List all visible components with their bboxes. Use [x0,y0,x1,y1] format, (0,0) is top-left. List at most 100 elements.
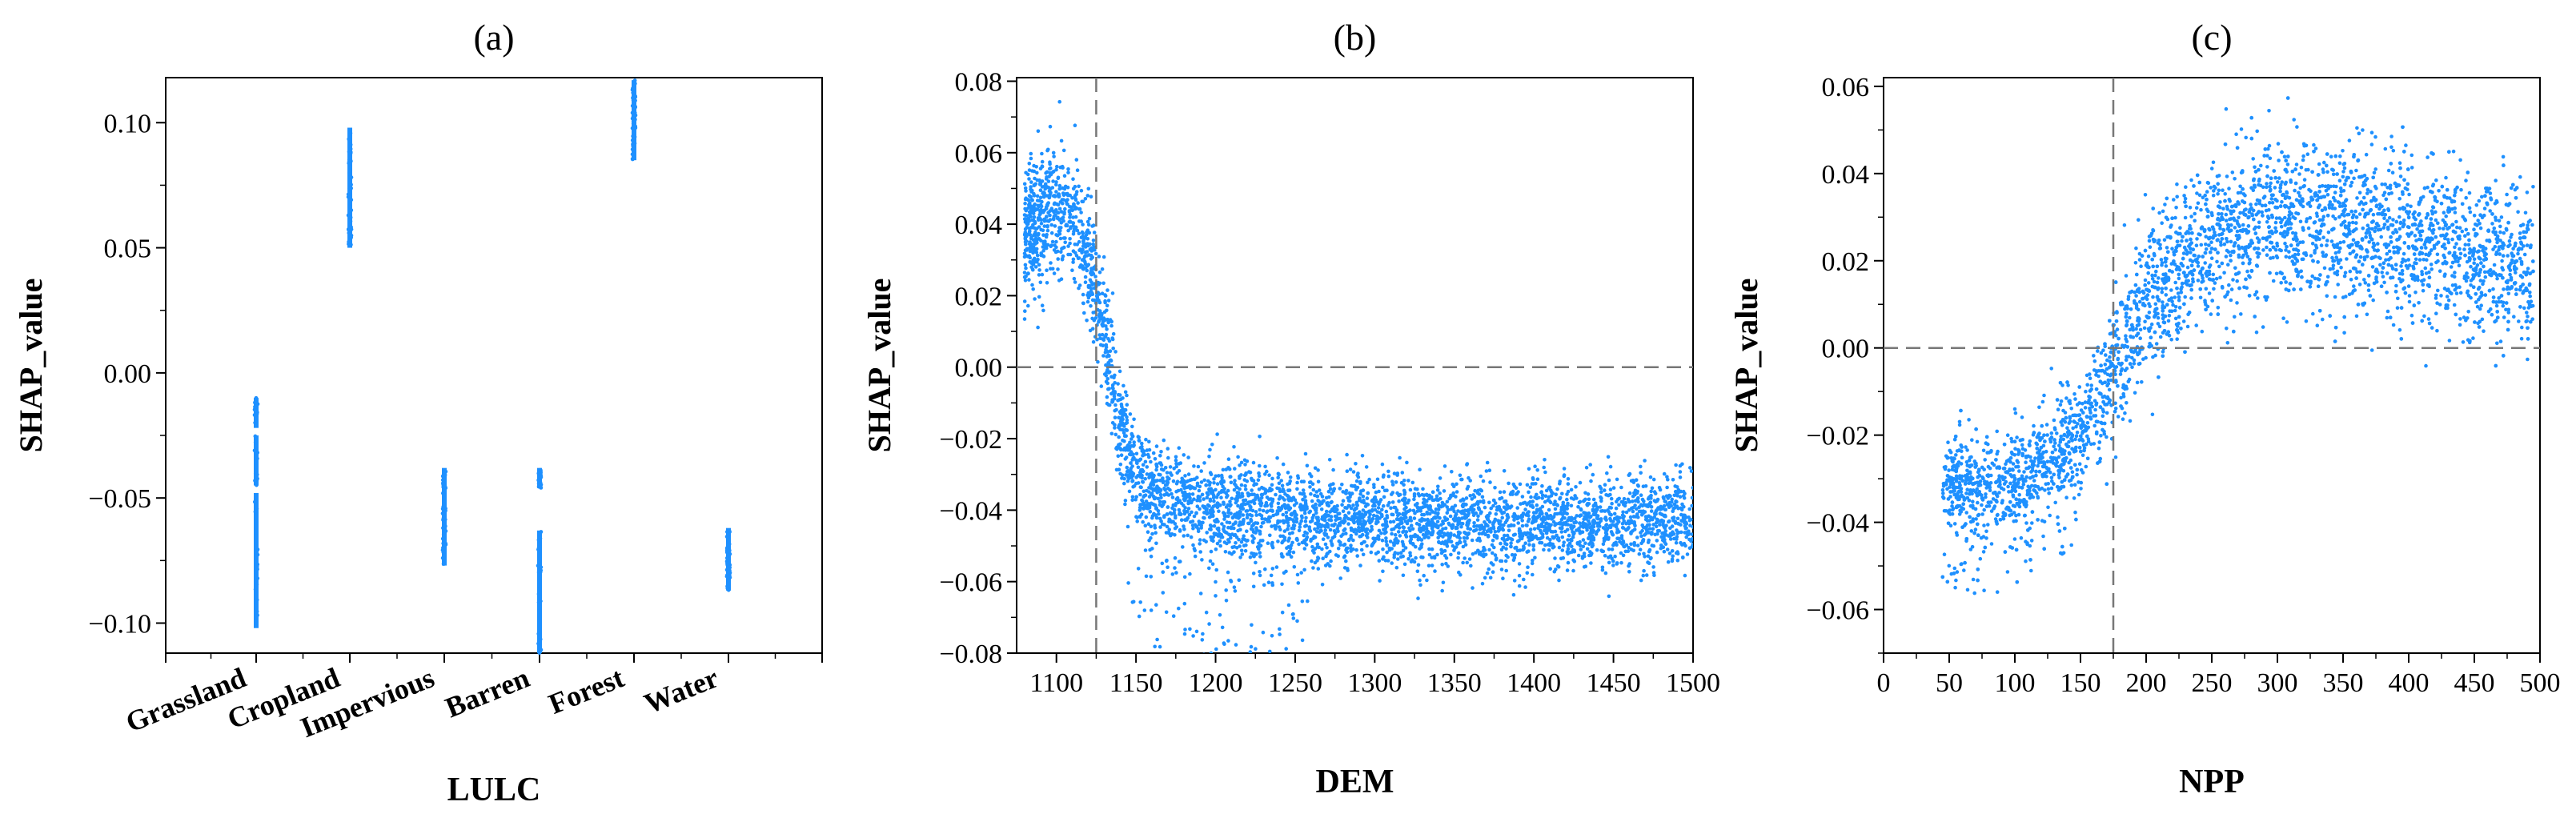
data-point [1219,482,1224,486]
data-point [1670,524,1675,528]
data-point [1222,511,1226,515]
data-point [1029,156,1033,161]
data-point [1608,525,1613,530]
data-point [1531,515,1535,519]
data-point [1667,505,1671,509]
data-point [631,143,636,148]
data-point [1427,552,1432,557]
data-point [1171,614,1176,618]
data-point [1680,502,1684,507]
data-point [1105,381,1109,386]
data-point [1081,199,1085,204]
data-point [1603,509,1607,513]
data-point [1185,663,1189,667]
data-point [1439,551,1444,555]
data-point [1341,509,1346,513]
data-point [1679,512,1683,517]
data-point [1547,507,1551,512]
data-point [724,546,729,550]
data-point [1179,501,1184,506]
data-point [1315,494,1320,499]
data-point [1062,186,1067,191]
data-point [1048,124,1053,129]
data-point [1281,495,1285,500]
data-point [1246,521,1250,526]
data-point [1509,541,1513,545]
data-point [1093,275,1097,279]
data-point [1068,212,1073,217]
data-point [1623,503,1627,508]
data-point [254,395,259,400]
data-point [1367,515,1371,519]
data-point [1655,539,1659,543]
data-point [536,591,541,596]
data-point [1365,496,1370,500]
data-point [1498,496,1502,501]
data-point [1225,520,1230,524]
data-point [1551,530,1555,534]
data-point [1270,524,1274,528]
data-point [1087,253,1091,257]
data-point [1463,539,1467,543]
data-point [1174,514,1178,518]
data-point [1086,223,1091,227]
data-point [1287,549,1291,554]
data-point [1298,525,1302,529]
data-point [1051,169,1056,174]
data-point [1270,567,1275,571]
data-point [727,543,732,547]
data-point [1456,551,1461,555]
data-point [1330,542,1334,546]
data-point [1286,505,1291,509]
data-point [1118,427,1122,431]
data-point [1033,256,1037,261]
data-point [1222,527,1226,531]
data-point [1194,664,1198,668]
data-point [1639,513,1644,517]
data-point [1691,542,1693,547]
data-point [1576,505,1580,509]
data-point [1463,531,1467,535]
data-point [1639,493,1643,497]
data-point [1430,555,1434,559]
data-point [1208,559,1213,563]
data-point [1488,480,1492,484]
data-point [1214,567,1218,572]
data-point [1151,477,1155,482]
data-point [1488,575,1493,580]
data-point [1113,426,1117,430]
data-point [1048,209,1052,213]
data-point [1157,511,1161,516]
data-point [1174,458,1178,463]
data-point [726,561,730,566]
data-point [1210,443,1214,447]
data-point [1189,499,1193,503]
data-point [1104,332,1109,337]
data-point [1531,543,1535,547]
data-point [1342,543,1346,547]
data-point [1326,535,1330,539]
data-point [1138,505,1142,510]
data-point [254,461,259,465]
data-point [1226,510,1230,515]
data-point [1499,567,1504,571]
data-point [1029,244,1033,249]
data-point [1051,150,1056,155]
data-point [1165,524,1170,529]
data-point [1038,195,1043,200]
data-point [1163,466,1168,470]
data-point [1334,553,1338,557]
data-point [1086,186,1091,191]
data-point [1547,548,1551,552]
data-point [1552,569,1557,574]
data-point [1505,503,1509,507]
data-point [1323,542,1328,547]
data-point [2183,215,2188,220]
data-point [1637,509,1642,514]
data-point [1083,280,1088,285]
data-point [1390,531,1394,536]
data-point [1039,227,1043,232]
data-point [1154,462,1158,467]
data-point [1530,561,1535,566]
data-point [1023,186,1028,190]
